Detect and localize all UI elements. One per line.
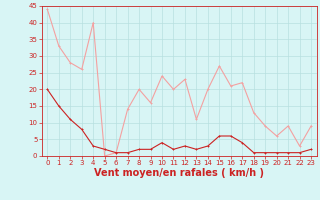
X-axis label: Vent moyen/en rafales ( km/h ): Vent moyen/en rafales ( km/h ) — [94, 168, 264, 178]
